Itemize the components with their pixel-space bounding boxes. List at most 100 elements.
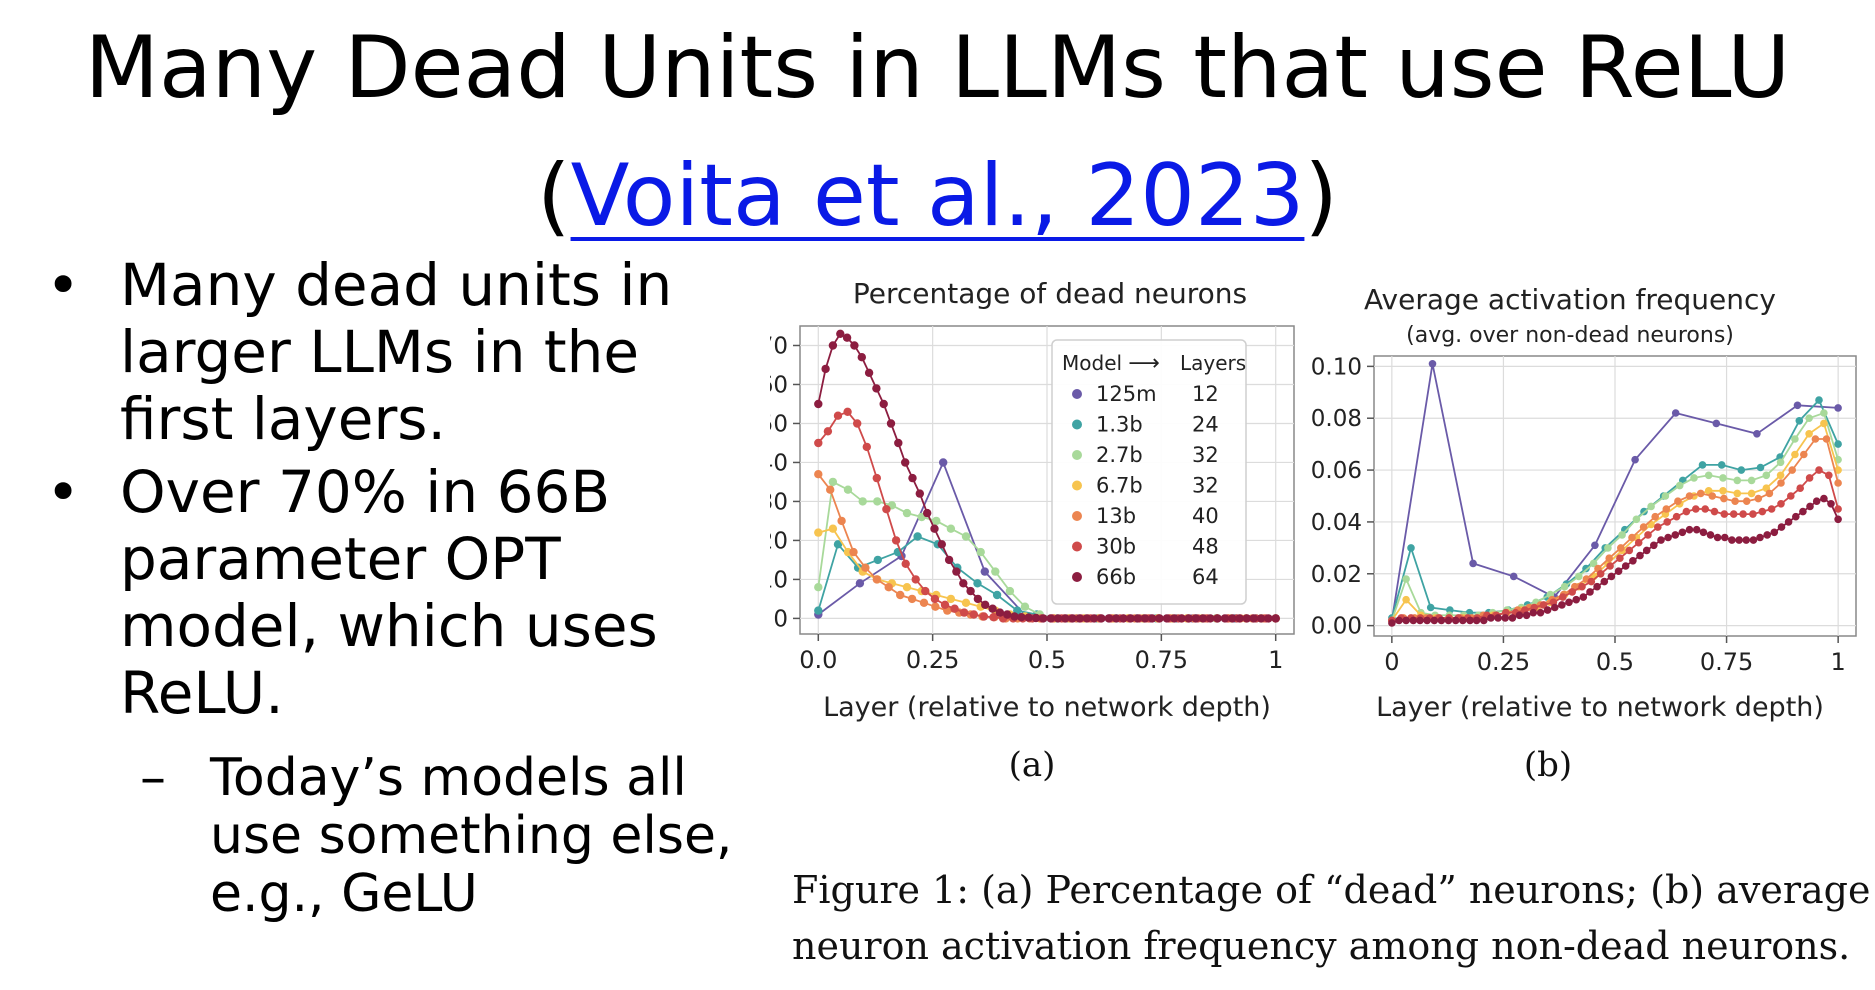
data-point (814, 606, 823, 615)
bullet-list: • Many dead units in larger LLMs in the … (40, 252, 740, 924)
data-point (1565, 598, 1573, 607)
x-tick-label: 1 (1831, 648, 1846, 676)
data-point (1607, 572, 1616, 581)
data-point (1162, 614, 1171, 623)
data-point (1796, 484, 1804, 492)
data-point (952, 567, 961, 576)
data-point (1636, 551, 1644, 560)
panel-b-x-label: Layer (relative to network depth) (1376, 692, 1824, 723)
data-point (1657, 536, 1665, 544)
panel-b-subtitle: (avg. over non-dead neurons) (1406, 323, 1734, 348)
data-point (1815, 396, 1823, 404)
data-point (1747, 476, 1756, 485)
legend-row-13b: 13b 40 (1072, 504, 1219, 528)
data-point (1733, 476, 1742, 485)
data-point (1271, 614, 1280, 623)
data-point (1578, 582, 1586, 591)
data-point (849, 547, 858, 557)
legend-model-name: 6.7b (1096, 474, 1143, 498)
data-point (821, 364, 830, 374)
data-point (961, 598, 971, 607)
bullet-dot: • (46, 458, 81, 526)
data-point (1827, 500, 1835, 508)
data-point (1017, 613, 1026, 622)
data-point (1543, 606, 1552, 614)
data-point (1140, 614, 1150, 623)
data-point (1788, 466, 1796, 474)
data-point (1692, 525, 1701, 534)
data-point (1651, 512, 1659, 521)
data-point (1582, 564, 1590, 573)
data-point (837, 516, 846, 526)
data-point (1720, 494, 1728, 503)
data-point (894, 438, 903, 448)
data-point (1791, 450, 1799, 459)
data-point (1717, 461, 1726, 469)
data-point (988, 604, 997, 613)
data-point (1675, 481, 1684, 490)
legend-row-66b: 66b 64 (1072, 565, 1219, 589)
citation-link[interactable]: Voita et al., 2023 (570, 146, 1305, 246)
data-point (1662, 505, 1671, 513)
data-point (1631, 455, 1639, 464)
data-point (959, 579, 968, 588)
legend-layer-count: 64 (1192, 565, 1219, 589)
data-point (901, 559, 910, 568)
data-point (891, 536, 901, 545)
data-point (1671, 531, 1680, 539)
panel-a-x-label: Layer (relative to network depth) (823, 692, 1271, 723)
legend-marker (1072, 511, 1082, 521)
data-point (969, 610, 978, 619)
x-tick-label: 0.5 (1596, 648, 1634, 676)
data-point (864, 368, 874, 377)
y-tick-label: 0.08 (1311, 406, 1362, 432)
data-point (1616, 554, 1624, 562)
data-point (1690, 474, 1698, 482)
legend-model-name: 2.7b (1096, 443, 1143, 467)
data-point (1005, 586, 1015, 596)
data-point (1735, 536, 1743, 544)
x-tick-label: 0.25 (906, 646, 959, 674)
data-point (861, 563, 870, 572)
data-point (873, 497, 882, 506)
data-point (1708, 492, 1717, 500)
data-point (1770, 528, 1779, 537)
data-point (823, 427, 833, 436)
y-tick-label: 0.06 (1311, 458, 1362, 484)
data-point (1634, 538, 1643, 547)
data-point (1586, 588, 1594, 596)
data-point (981, 600, 990, 609)
data-point (1572, 595, 1580, 604)
series-line-125m (1391, 363, 1839, 621)
panel-a-series (814, 329, 1280, 623)
data-point (1784, 518, 1793, 526)
panel-a-y-ticks: 0 10 20 30 40 50 60 70 (759, 333, 800, 632)
data-point (1753, 430, 1761, 438)
panel-a-title: Percentage of dead neurons (853, 277, 1247, 310)
data-point (991, 567, 1000, 576)
data-point (1614, 567, 1623, 575)
bullet-item: • Many dead units in larger LLMs in the … (40, 252, 740, 453)
data-point (1536, 608, 1545, 617)
data-point (907, 594, 917, 604)
data-point (1395, 616, 1403, 625)
data-point (1811, 435, 1820, 443)
legend-model-name: 30b (1096, 535, 1136, 559)
data-point (1010, 612, 1019, 621)
legend-row-125m: 125m 12 (1072, 382, 1219, 406)
data-point (911, 575, 920, 584)
data-point (1664, 533, 1672, 542)
data-point (1834, 440, 1842, 448)
data-point (1039, 614, 1048, 623)
data-point (1758, 507, 1767, 516)
slide-title: Many Dead Units in LLMs that use ReLU (V… (0, 4, 1875, 260)
data-point (1061, 614, 1070, 623)
data-point (1625, 546, 1634, 555)
data-point (1719, 474, 1727, 482)
data-point (1242, 614, 1252, 623)
y-tick-label: 70 (770, 333, 788, 359)
y-tick-label: 40 (770, 450, 788, 476)
data-point (828, 477, 838, 487)
data-point (1698, 461, 1707, 469)
data-point (1119, 614, 1128, 623)
